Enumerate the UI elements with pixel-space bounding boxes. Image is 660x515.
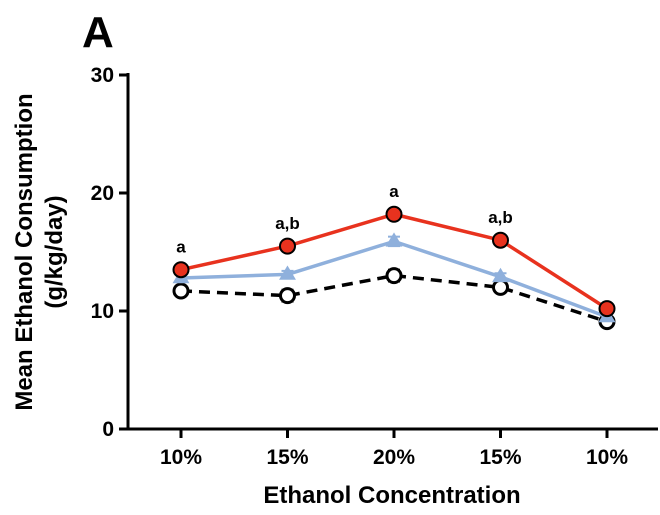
data-point-open-circle	[279, 287, 296, 305]
data-point-filled-circle	[492, 231, 509, 249]
data-point-filled-circle	[598, 300, 616, 318]
y-axis-title-line2: (g/kg/day)	[41, 195, 68, 308]
y-tick-label: 0	[102, 418, 114, 441]
y-axis-title-group: Mean Ethanol Consumption (g/kg/day)	[11, 93, 68, 410]
data-point-triangle	[492, 267, 509, 283]
data-point-filled-circle	[385, 205, 403, 223]
x-axis-title: Ethanol Concentration	[263, 482, 520, 509]
data-point-open-circle	[492, 278, 509, 296]
data-point-filled-circle	[172, 261, 190, 279]
y-axis-title-line1: Mean Ethanol Consumption	[11, 93, 38, 410]
y-tick-label: 20	[91, 182, 114, 205]
x-tick-label: 15%	[479, 446, 521, 469]
x-tick-label: 10%	[160, 446, 202, 469]
y-tick-label: 10	[91, 300, 114, 323]
plot-area: 0 10 20 30 10% 15% 20% 15% 10% a a,b a a,b	[91, 64, 658, 469]
significance-annotation: a,b	[275, 214, 300, 233]
data-point-open-circle	[172, 282, 190, 300]
x-tick-label: 10%	[586, 446, 628, 469]
y-tick-label: 30	[91, 64, 114, 87]
significance-annotation: a,b	[488, 208, 513, 227]
data-point-triangle	[279, 265, 296, 280]
panel-label: A	[82, 8, 114, 57]
significance-annotation: a	[176, 238, 186, 257]
data-point-filled-circle	[279, 237, 296, 255]
x-tick-label: 15%	[266, 446, 308, 469]
data-point-triangle	[385, 232, 403, 247]
data-point-open-circle	[385, 267, 403, 285]
x-tick-label: 20%	[373, 446, 415, 469]
significance-annotation: a	[389, 182, 399, 201]
